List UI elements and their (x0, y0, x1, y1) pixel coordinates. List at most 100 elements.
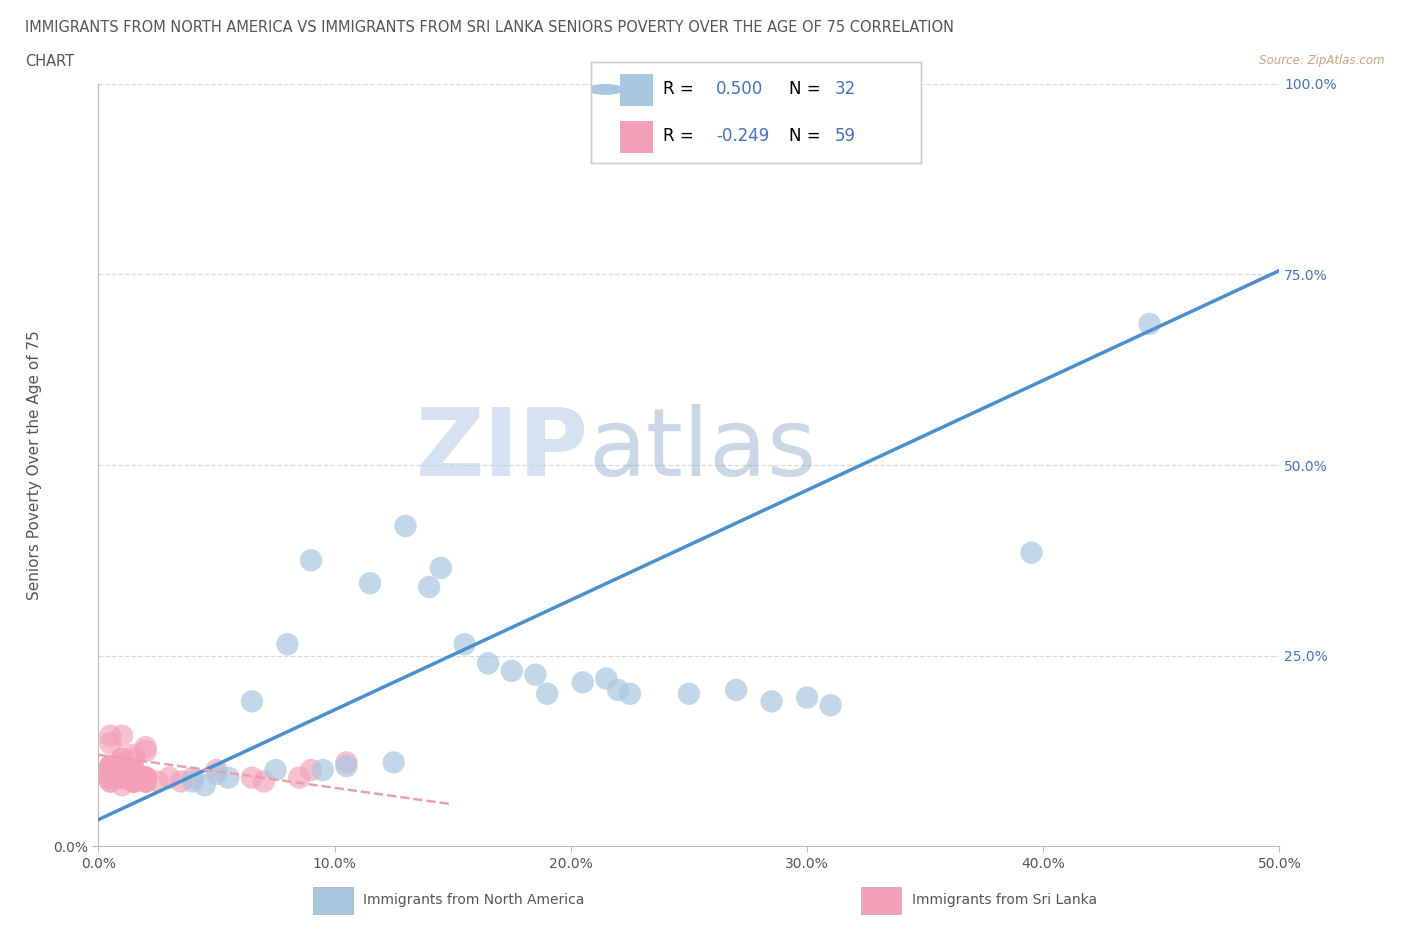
FancyBboxPatch shape (620, 121, 654, 153)
Point (135, 774, 157, 789)
Point (122, 766, 145, 781)
Point (796, 690, 818, 705)
Point (98, 759, 121, 774)
Point (1021, 545, 1043, 560)
Point (299, 553, 322, 568)
Point (98, 770, 121, 785)
Text: 0.500: 0.500 (716, 80, 763, 99)
Point (181, 770, 204, 785)
Point (122, 774, 145, 789)
Point (122, 770, 145, 785)
Point (135, 744, 157, 759)
Point (217, 770, 239, 785)
Point (619, 686, 641, 701)
Point (288, 770, 311, 785)
Point (820, 698, 842, 712)
Point (122, 763, 145, 777)
Point (111, 763, 134, 777)
Point (205, 766, 228, 781)
Point (135, 770, 157, 785)
Point (122, 774, 145, 789)
Text: R =: R = (664, 127, 699, 145)
Circle shape (588, 84, 624, 95)
Point (111, 751, 134, 766)
Point (240, 770, 263, 785)
Text: CHART: CHART (25, 54, 75, 69)
Point (205, 763, 228, 777)
Point (122, 748, 145, 763)
Point (170, 774, 193, 789)
Text: N =: N = (789, 80, 825, 99)
Point (135, 770, 157, 785)
Point (98, 774, 121, 789)
Point (98, 763, 121, 777)
Point (240, 694, 263, 709)
Point (122, 751, 145, 766)
Text: Immigrants from North America: Immigrants from North America (363, 893, 585, 907)
Point (98, 770, 121, 785)
Text: atlas: atlas (589, 404, 817, 496)
Point (98, 759, 121, 774)
Point (111, 770, 134, 785)
Point (122, 774, 145, 789)
Point (98, 774, 121, 789)
Point (146, 774, 169, 789)
Point (181, 774, 204, 789)
Point (98, 759, 121, 774)
Point (98, 728, 121, 743)
Point (122, 763, 145, 777)
Text: R =: R = (664, 80, 699, 99)
Point (382, 755, 405, 770)
Point (111, 759, 134, 774)
Text: N =: N = (789, 127, 825, 145)
Point (111, 759, 134, 774)
Point (122, 766, 145, 781)
Point (98, 763, 121, 777)
Text: Source: ZipAtlas.com: Source: ZipAtlas.com (1260, 54, 1385, 67)
Point (264, 763, 287, 777)
Point (312, 763, 335, 777)
Point (335, 759, 357, 774)
Point (453, 637, 475, 652)
Point (135, 774, 157, 789)
Point (678, 686, 700, 701)
Text: -0.249: -0.249 (716, 127, 769, 145)
Point (98, 736, 121, 751)
Point (135, 739, 157, 754)
Point (157, 770, 180, 785)
Point (430, 561, 453, 576)
Point (111, 770, 134, 785)
Point (276, 637, 298, 652)
Point (98, 770, 121, 785)
Point (418, 579, 440, 594)
FancyBboxPatch shape (860, 887, 901, 914)
Point (111, 763, 134, 777)
Point (335, 755, 357, 770)
Point (607, 683, 630, 698)
Text: 59: 59 (835, 127, 856, 145)
Point (571, 675, 593, 690)
FancyBboxPatch shape (620, 73, 654, 106)
FancyBboxPatch shape (312, 887, 353, 914)
Point (394, 519, 416, 534)
Point (194, 777, 217, 792)
Point (111, 759, 134, 774)
Point (135, 774, 157, 789)
Point (122, 770, 145, 785)
Point (111, 728, 134, 743)
Point (879, 100, 901, 114)
Point (1139, 316, 1161, 331)
Point (135, 770, 157, 785)
Text: Immigrants from Sri Lanka: Immigrants from Sri Lanka (911, 893, 1097, 907)
Point (595, 671, 617, 686)
Point (524, 668, 547, 683)
Point (135, 770, 157, 785)
Text: IMMIGRANTS FROM NORTH AMERICA VS IMMIGRANTS FROM SRI LANKA SENIORS POVERTY OVER : IMMIGRANTS FROM NORTH AMERICA VS IMMIGRA… (25, 20, 955, 35)
Point (299, 763, 322, 777)
Point (111, 755, 134, 770)
Point (253, 774, 276, 789)
Point (725, 683, 748, 698)
Point (111, 770, 134, 785)
Point (135, 774, 157, 789)
Y-axis label: Seniors Poverty Over the Age of 75: Seniors Poverty Over the Age of 75 (27, 330, 42, 600)
